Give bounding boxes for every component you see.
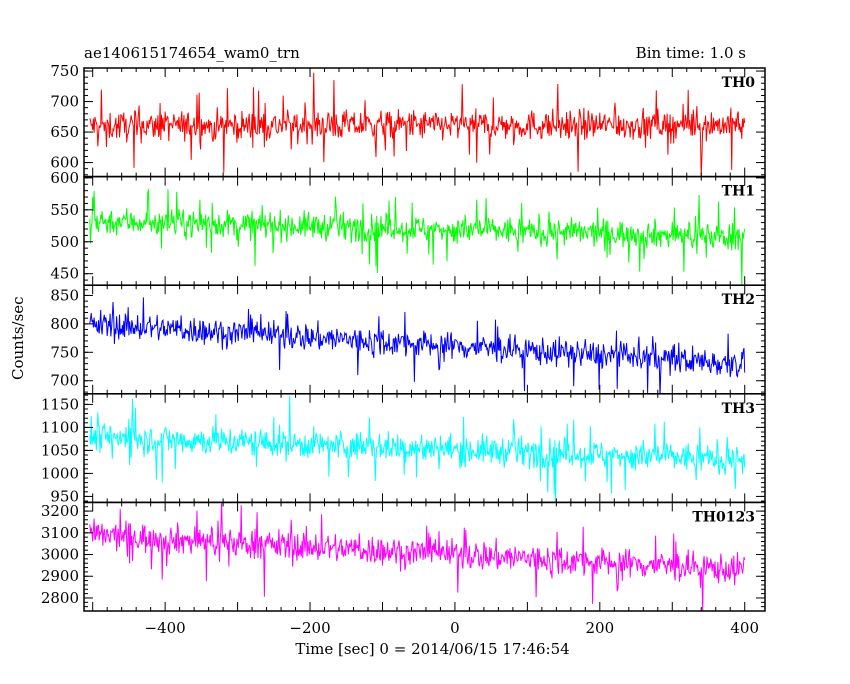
panel-label-th2: TH2	[722, 292, 755, 308]
y-tick-label: 1100	[41, 418, 79, 436]
series-line-th2	[89, 297, 746, 394]
x-tick-label: 0	[450, 619, 460, 637]
y-tick-label: 850	[50, 286, 79, 304]
panel-frame-th0123	[83, 501, 766, 612]
x-tick-label: −400	[145, 619, 186, 637]
chart-title: ae140615174654_wam0_trn	[84, 44, 300, 62]
y-tick-label: 700	[50, 93, 79, 111]
y-tick-label: 1000	[41, 464, 79, 482]
y-tick-label: 3200	[41, 502, 79, 520]
y-tick-label: 600	[50, 169, 79, 187]
bin-time-label: Bin time: 1.0 s	[635, 44, 746, 62]
x-axis-label: Time [sec] 0 = 2014/06/15 17:46:54	[295, 640, 570, 658]
panel-frame-th3	[83, 393, 766, 504]
y-tick-label: 3000	[41, 546, 79, 564]
panel-label-th0: TH0	[722, 75, 756, 91]
y-tick-label: 750	[50, 343, 79, 361]
x-tick-label: −200	[289, 619, 330, 637]
y-tick-label: 2800	[41, 589, 79, 607]
y-tick-label: 800	[50, 315, 79, 333]
y-tick-label: 650	[50, 123, 79, 141]
y-tick-label: 750	[50, 62, 79, 80]
y-tick-label: 700	[50, 372, 79, 390]
series-line-th1	[89, 189, 746, 285]
panel-label-th0123: TH0123	[692, 509, 755, 525]
y-tick-label: 2900	[41, 567, 79, 585]
y-tick-label: 1150	[41, 395, 79, 413]
x-tick-label: 400	[730, 619, 759, 637]
panel-label-th3: TH3	[722, 401, 755, 417]
y-tick-label: 550	[50, 201, 79, 219]
series-line-th0	[89, 72, 746, 177]
y-tick-label: 450	[50, 265, 79, 283]
y-tick-label: 3100	[41, 524, 79, 542]
x-tick-label: 200	[586, 619, 615, 637]
y-tick-label: 1050	[41, 441, 79, 459]
y-tick-label: 600	[50, 154, 79, 172]
y-tick-label: 500	[50, 233, 79, 251]
series-line-th3	[89, 395, 746, 502]
series-line-th0123	[89, 502, 746, 611]
y-axis-label: Counts/sec	[9, 296, 27, 380]
panel-label-th1: TH1	[722, 184, 755, 200]
y-tick-label: 950	[50, 487, 79, 505]
